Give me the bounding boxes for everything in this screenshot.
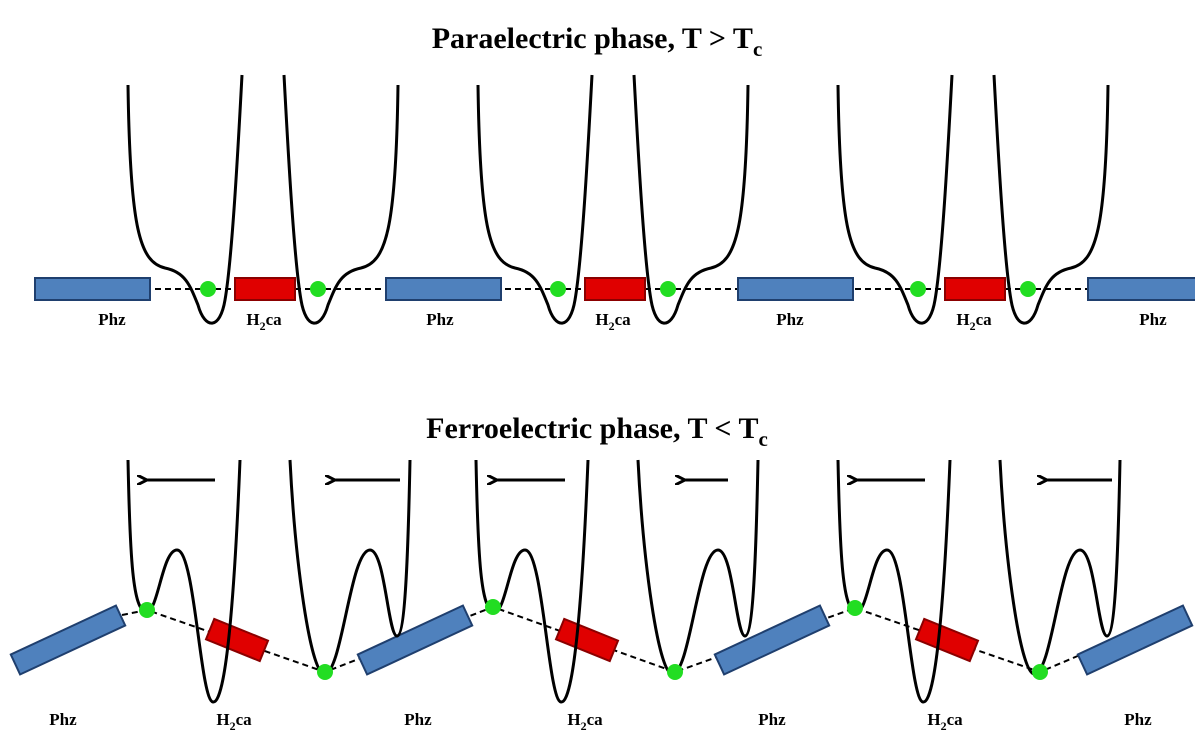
potential-pair bbox=[836, 74, 1110, 325]
text-part: ca bbox=[236, 710, 253, 729]
molecule-label: H2ca bbox=[927, 710, 963, 733]
potential-pair bbox=[126, 74, 400, 325]
phz-block bbox=[1087, 277, 1195, 301]
proton bbox=[550, 281, 566, 297]
text-part: Phz bbox=[776, 310, 804, 329]
h2ca-block bbox=[554, 617, 620, 663]
molecule-label: Phz bbox=[426, 310, 454, 329]
subscript: 2 bbox=[609, 319, 615, 333]
text-part: H bbox=[927, 710, 940, 729]
text-part: ca bbox=[587, 710, 604, 729]
subscript: 2 bbox=[260, 319, 266, 333]
potential-pair bbox=[474, 459, 760, 704]
panel-title: Paraelectric phase, T > Tc bbox=[432, 22, 763, 61]
text-part: Phz bbox=[1124, 710, 1152, 729]
proton bbox=[660, 281, 676, 297]
molecule-label: Phz bbox=[49, 710, 77, 729]
proton bbox=[910, 281, 926, 297]
molecule-label: Phz bbox=[776, 310, 804, 329]
proton bbox=[667, 664, 683, 680]
h2ca-block bbox=[234, 277, 296, 301]
phz-block bbox=[385, 277, 502, 301]
subscript: c bbox=[759, 427, 768, 451]
text-part: Phz bbox=[1139, 310, 1167, 329]
text-part: Ferroelectric phase, T < T bbox=[426, 412, 758, 445]
text-part: H bbox=[956, 310, 969, 329]
subscript: 2 bbox=[941, 719, 947, 733]
proton bbox=[317, 664, 333, 680]
molecule-label: H2ca bbox=[567, 710, 603, 733]
subscript: 2 bbox=[581, 719, 587, 733]
potential-curve bbox=[632, 74, 750, 325]
molecule-label: Phz bbox=[1139, 310, 1167, 329]
potential-curve bbox=[636, 459, 760, 676]
potential-curve bbox=[126, 459, 242, 704]
text-part: Phz bbox=[98, 310, 126, 329]
text-part: Phz bbox=[758, 710, 786, 729]
text-part: ca bbox=[615, 310, 632, 329]
molecule-label: H2ca bbox=[216, 710, 252, 733]
potential-curve bbox=[836, 459, 952, 704]
proton bbox=[1020, 281, 1036, 297]
text-part: ca bbox=[947, 710, 964, 729]
molecule-label: Phz bbox=[98, 310, 126, 329]
text-part: Paraelectric phase, T > T bbox=[432, 22, 753, 55]
text-part: H bbox=[246, 310, 259, 329]
text-part: H bbox=[595, 310, 608, 329]
h2ca-block bbox=[204, 617, 270, 663]
potential-curve bbox=[282, 74, 400, 325]
potential-pair bbox=[126, 459, 412, 704]
text-part: ca bbox=[976, 310, 993, 329]
potential-curve bbox=[288, 459, 412, 676]
potential-curve bbox=[998, 459, 1122, 676]
molecule-label: Phz bbox=[404, 710, 432, 729]
phz-block bbox=[1076, 604, 1194, 676]
potential-pair bbox=[476, 74, 750, 325]
text-part: H bbox=[216, 710, 229, 729]
subscript: 2 bbox=[230, 719, 236, 733]
proton bbox=[139, 602, 155, 618]
proton bbox=[200, 281, 216, 297]
phz-block bbox=[713, 604, 831, 676]
text-part: ca bbox=[266, 310, 283, 329]
potential-curve bbox=[474, 459, 590, 704]
h2ca-block bbox=[584, 277, 646, 301]
subscript: 2 bbox=[970, 319, 976, 333]
h2ca-block bbox=[944, 277, 1006, 301]
phz-block bbox=[34, 277, 151, 301]
molecule-label: Phz bbox=[758, 710, 786, 729]
phz-block bbox=[9, 604, 127, 676]
potential-curve bbox=[992, 74, 1110, 325]
panel-title: Ferroelectric phase, T < Tc bbox=[426, 412, 768, 451]
text-part: H bbox=[567, 710, 580, 729]
text-part: Phz bbox=[404, 710, 432, 729]
potential-curve bbox=[476, 74, 594, 325]
molecule-label: H2ca bbox=[595, 310, 631, 333]
subscript: c bbox=[753, 37, 762, 61]
molecule-label: Phz bbox=[1124, 710, 1152, 729]
potential-curve bbox=[126, 74, 244, 325]
potential-curve bbox=[836, 74, 954, 325]
proton bbox=[485, 599, 501, 615]
proton bbox=[1032, 664, 1048, 680]
h2ca-block bbox=[914, 617, 980, 663]
proton bbox=[310, 281, 326, 297]
potential-pair bbox=[836, 459, 1122, 704]
phz-block bbox=[356, 604, 474, 676]
molecule-label: H2ca bbox=[246, 310, 282, 333]
molecule-label: H2ca bbox=[956, 310, 992, 333]
proton bbox=[847, 600, 863, 616]
phz-block bbox=[737, 277, 854, 301]
text-part: Phz bbox=[426, 310, 454, 329]
text-part: Phz bbox=[49, 710, 77, 729]
